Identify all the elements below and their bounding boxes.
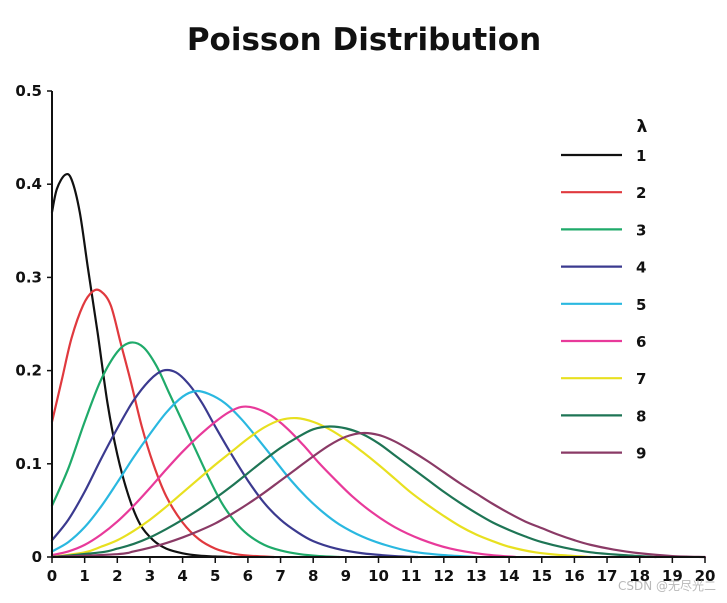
legend-label-5: 5 [636,296,646,314]
legend-title: λ [637,117,648,137]
x-tick-label: 20 [695,567,716,585]
x-tick-label: 7 [275,567,285,585]
x-tick-label: 16 [564,567,585,585]
series-line-7 [50,416,592,559]
x-tick-label: 6 [243,567,253,585]
x-tick-label: 10 [368,567,389,585]
x-tick-label: 11 [401,567,422,585]
x-tick-label: 18 [629,567,650,585]
x-tick-label: 17 [597,567,618,585]
x-tick-label: 1 [79,567,89,585]
x-tick-label: 9 [341,567,351,585]
legend-label-1: 1 [636,147,646,165]
series-line-8 [50,425,658,559]
x-tick-label: 13 [466,567,487,585]
series-line-3 [50,341,341,559]
y-tick-label: 0.5 [15,82,42,100]
legend-label-4: 4 [636,259,646,277]
y-tick-label: 0.4 [15,175,42,193]
x-tick-label: 19 [662,567,683,585]
series-line-5 [50,389,478,559]
x-tick-label: 2 [112,567,122,585]
y-tick-label: 0.2 [15,362,42,380]
axis-layer: 0 1 2 3 4 5 6 7 8 9 10 11 12 13 14 15 16 17 18 19 2000.10.20… [15,82,715,585]
legend-label-9: 9 [636,445,646,463]
series-line-1 [50,172,233,559]
x-tick-label: 5 [210,567,220,585]
chart-title: Poisson Distribution [187,22,541,58]
legend-label-6: 6 [636,333,646,351]
series-line-6 [50,405,517,559]
watermark: CSDN @无尽光二 [618,579,716,593]
legend-label-3: 3 [636,221,646,239]
y-tick-label: 0 [32,548,42,566]
x-tick-label: 14 [499,567,520,585]
series-layer [50,172,707,559]
x-tick-label: 8 [308,567,318,585]
x-tick-label: 3 [145,567,155,585]
series-line-9 [50,431,707,559]
x-tick-label: 0 [47,567,57,585]
series-line-2 [50,288,276,559]
y-tick-label: 0.1 [15,455,42,473]
x-tick-label: 15 [531,567,552,585]
legend-label-7: 7 [636,370,646,388]
y-tick-label: 0.3 [15,268,42,286]
legend-label-8: 8 [636,407,646,425]
legend-label-2: 2 [636,184,646,202]
x-tick-label: 4 [177,567,187,585]
x-tick-label: 12 [433,567,454,585]
series-line-4 [50,368,419,559]
legend: λ 1 2 3 4 5 6 7 8 9 [561,117,648,463]
